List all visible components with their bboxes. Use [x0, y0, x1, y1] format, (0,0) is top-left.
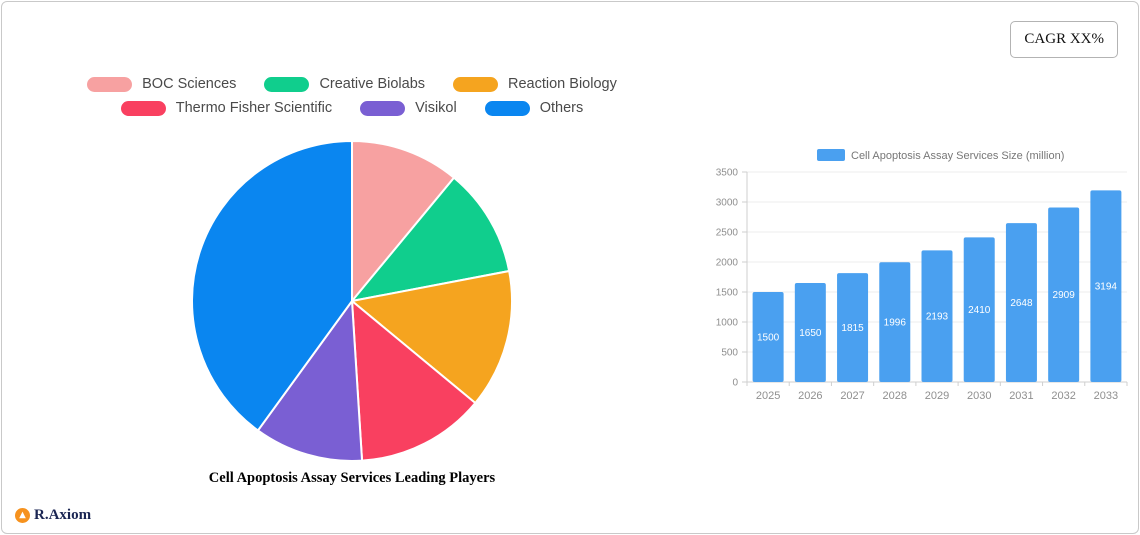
bar-value-label: 1815: [841, 323, 864, 334]
y-tick-label: 1000: [716, 318, 739, 329]
bar-value-label: 2410: [968, 305, 991, 316]
bar-2029: [921, 250, 953, 382]
pie-legend: BOC Sciences Creative Biolabs Reaction Bio…: [14, 76, 690, 116]
bar-2032: [1048, 207, 1080, 382]
bar-value-label: 2193: [926, 312, 949, 323]
legend-row: Thermo Fisher Scientific Visikol Others: [14, 100, 690, 116]
bar-legend-label: Cell Apoptosis Assay Services Size (mill…: [851, 150, 1064, 162]
pie-svg: [191, 139, 514, 462]
y-tick-label: 2000: [716, 258, 739, 269]
pie-slice-reaction-biology: [349, 269, 514, 405]
pie-chart-title: Cell Apoptosis Assay Services Leading Pl…: [208, 470, 496, 486]
bar-value-label: 1500: [757, 333, 780, 344]
legend-label: Thermo Fisher Scientific: [175, 100, 333, 116]
legend-swatch: [360, 100, 406, 116]
bar-svg: Cell Apoptosis Assay Services Size (mill…: [716, 149, 1128, 402]
pie-slice-others: [191, 139, 353, 432]
legend-label: Visikol: [415, 100, 457, 116]
y-tick-label: 2500: [716, 228, 739, 239]
bar-value-label: 1650: [799, 328, 822, 339]
brand-name: R.Axiom: [34, 507, 92, 523]
legend-label: BOC Sciences: [142, 76, 237, 92]
x-category-label: 2028: [883, 390, 907, 402]
legend-swatch: [87, 76, 133, 92]
brand-circle-icon: [15, 508, 30, 523]
x-category-label: 2032: [1051, 390, 1075, 402]
x-category-label: 2033: [1094, 390, 1118, 402]
bar-2025: [752, 292, 784, 382]
y-tick-label: 1500: [716, 288, 739, 299]
bar-2031: [1005, 223, 1037, 382]
bar-legend-swatch[interactable]: [817, 149, 845, 161]
legend-item-visikol[interactable]: Visikol: [360, 100, 457, 116]
pie-chart: [187, 136, 517, 466]
bar-2033: [1090, 190, 1122, 382]
legend-label: Creative Biolabs: [319, 76, 426, 92]
x-category-label: 2030: [967, 390, 991, 402]
legend-swatch: [264, 76, 310, 92]
bar-value-label: 2909: [1053, 290, 1076, 301]
bar-2030: [963, 237, 995, 382]
bar-value-label: 3194: [1095, 282, 1118, 293]
bar-2027: [837, 273, 869, 382]
legend-swatch: [453, 76, 499, 92]
legend-item-boc-sciences[interactable]: BOC Sciences: [87, 76, 236, 92]
legend-row: BOC Sciences Creative Biolabs Reaction Bio…: [14, 76, 690, 92]
x-category-label: 2027: [840, 390, 864, 402]
bar-2028: [879, 262, 911, 382]
legend-item-others[interactable]: Others: [484, 100, 584, 116]
legend-item-reaction-biology[interactable]: Reaction Biology: [453, 76, 617, 92]
legend-swatch: [484, 100, 530, 116]
legend-item-thermo-fisher-scientific[interactable]: Thermo Fisher Scientific: [120, 100, 333, 116]
bar-chart-panel: Cell Apoptosis Assay Services Size (mill…: [699, 142, 1135, 408]
x-category-label: 2025: [756, 390, 780, 402]
legend-label: Reaction Biology: [508, 76, 617, 92]
pie-slice-visikol: [256, 298, 364, 462]
x-category-label: 2026: [798, 390, 822, 402]
bar-value-label: 1996: [884, 318, 907, 329]
y-tick-label: 3500: [716, 168, 739, 179]
cagr-badge: CAGR XX%: [1010, 21, 1118, 58]
x-category-label: 2029: [925, 390, 949, 402]
bar-2026: [794, 283, 826, 382]
pie-slice-creative-biolabs: [349, 176, 511, 303]
pie-slice-boc-sciences: [351, 139, 456, 304]
x-category-label: 2031: [1009, 390, 1033, 402]
legend-label: Others: [539, 100, 584, 116]
legend-item-creative-biolabs[interactable]: Creative Biolabs: [264, 76, 425, 92]
brand-logo: R.Axiom: [15, 507, 91, 524]
y-tick-label: 500: [721, 348, 738, 359]
bar-value-label: 2648: [1010, 298, 1033, 309]
pie-chart-panel: BOC Sciences Creative Biolabs Reaction Bio…: [14, 2, 690, 533]
pie-slice-thermo-fisher-scientific: [350, 298, 477, 462]
legend-swatch: [120, 100, 166, 116]
y-tick-label: 3000: [716, 198, 739, 209]
y-tick-label: 0: [732, 378, 738, 389]
